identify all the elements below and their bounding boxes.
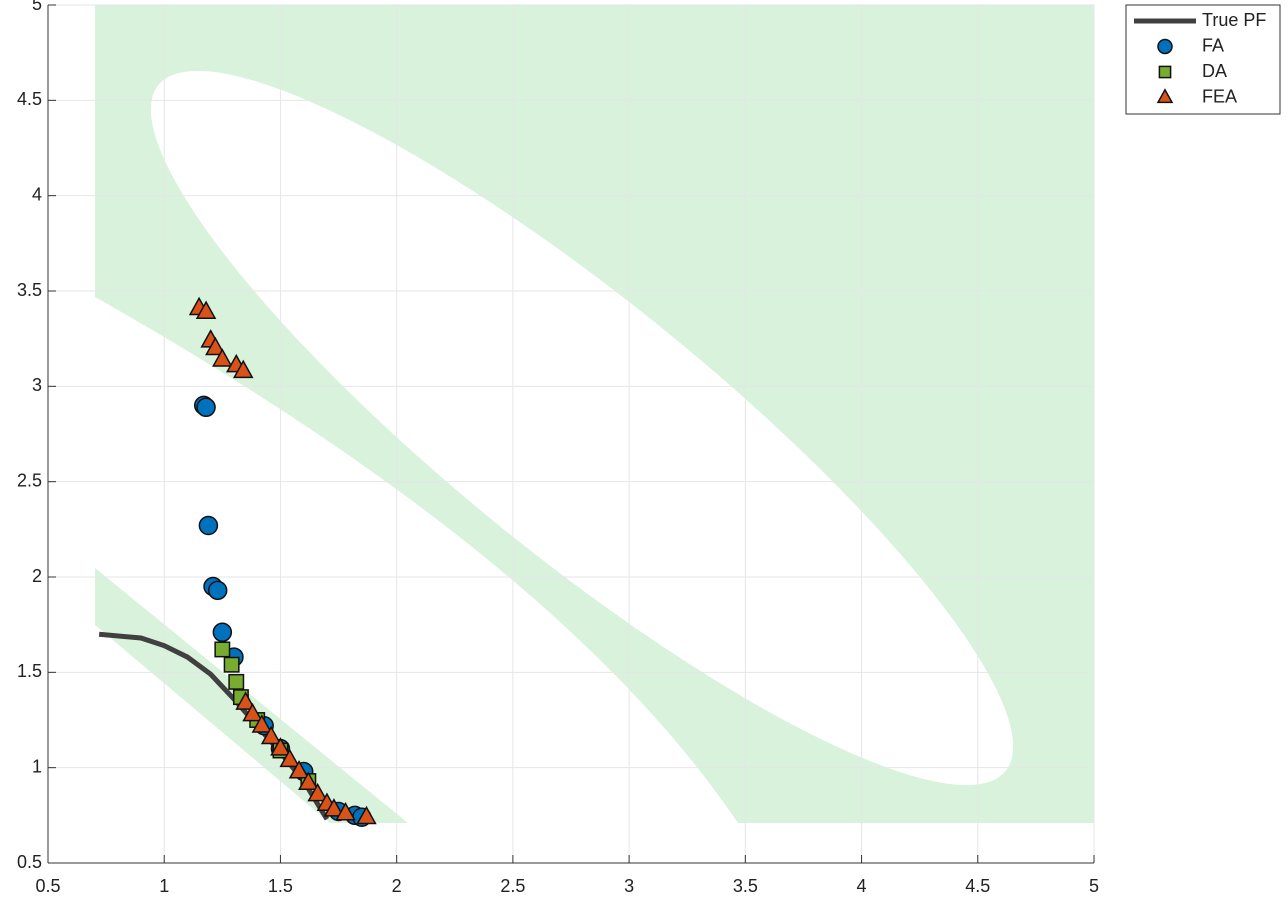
region-hole — [150, 70, 1014, 786]
legend-label: FEA — [1202, 86, 1237, 106]
point — [205, 336, 226, 356]
x-tick-label: 3.5 — [733, 876, 758, 896]
point — [223, 656, 240, 673]
y-tick-label: 4 — [32, 184, 42, 204]
point — [214, 641, 231, 658]
point — [212, 622, 233, 643]
point — [251, 714, 273, 733]
x-tick-label: 1 — [159, 876, 169, 896]
y-tick-label: 2 — [32, 566, 42, 586]
y-tick-label: 5 — [32, 0, 42, 14]
x-tick-label: 4 — [857, 876, 867, 896]
point — [196, 397, 216, 418]
point — [207, 580, 228, 601]
legend-swatch — [1158, 65, 1172, 79]
y-tick-label: 0.5 — [17, 852, 42, 872]
y-tick-label: 3 — [32, 375, 42, 395]
point — [270, 737, 291, 756]
legend-label: DA — [1202, 61, 1227, 81]
point — [228, 673, 245, 690]
plot — [98, 296, 377, 827]
x-tick-label: 2 — [392, 876, 402, 896]
point — [260, 725, 282, 745]
y-tick-label: 1.5 — [17, 661, 42, 681]
region-lower — [95, 568, 408, 823]
point — [323, 798, 345, 817]
point — [242, 702, 263, 722]
point — [235, 691, 256, 710]
x-tick-label: 5 — [1089, 876, 1099, 896]
point — [356, 805, 377, 825]
y-tick-label: 4.5 — [17, 89, 42, 109]
legend: True PF FA DA FEA — [1125, 4, 1281, 115]
y-tick-label: 2.5 — [17, 470, 42, 490]
y-tick-label: 3.5 — [17, 280, 42, 300]
point — [212, 348, 233, 367]
legend-label: True PF — [1202, 10, 1266, 30]
y-tick-label: 1 — [32, 756, 42, 776]
x-tick-label: 4.5 — [965, 876, 990, 896]
x-tick-label: 2.5 — [500, 876, 525, 896]
point — [307, 782, 328, 802]
point — [335, 801, 356, 821]
legend-swatch — [1156, 88, 1174, 104]
point — [288, 760, 310, 779]
x-tick-label: 0.5 — [35, 876, 60, 896]
point — [198, 515, 219, 536]
point — [195, 300, 217, 320]
point — [232, 359, 254, 379]
x-tick-label: 1.5 — [268, 876, 293, 896]
point — [279, 748, 301, 768]
legend-label: FA — [1202, 35, 1224, 55]
point — [298, 771, 319, 790]
feasible-region — [95, 5, 1094, 823]
x-tick-label: 3 — [624, 876, 634, 896]
legend-swatch — [1157, 38, 1173, 55]
